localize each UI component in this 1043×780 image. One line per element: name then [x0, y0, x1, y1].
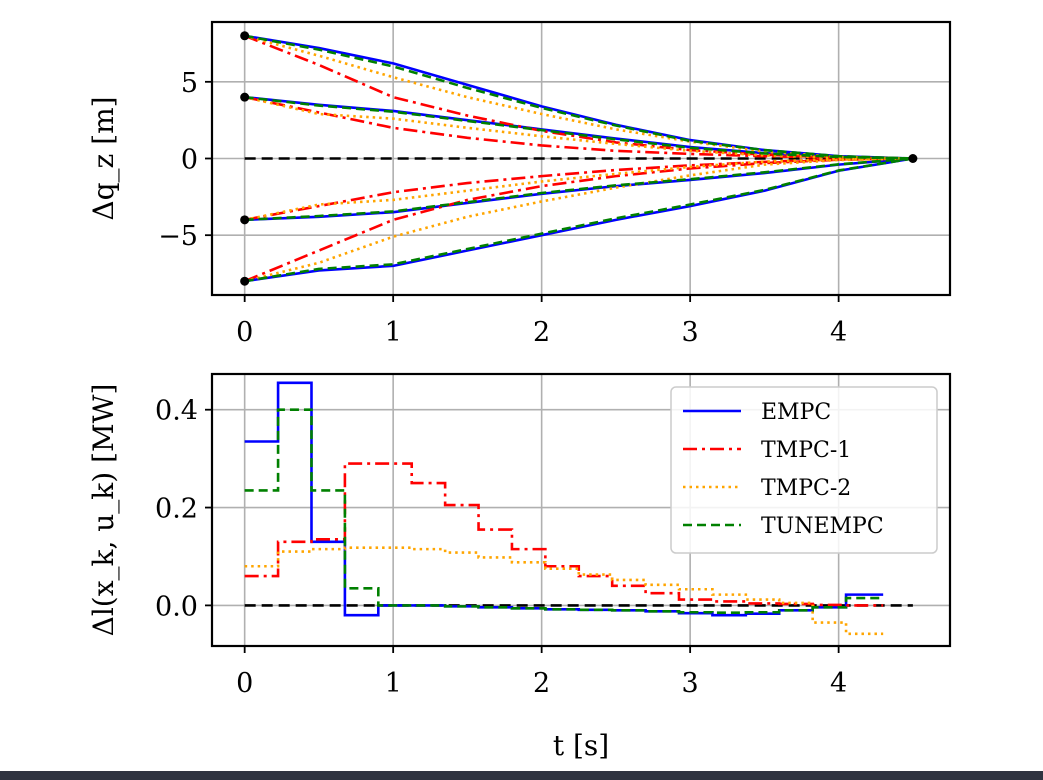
y-tick-label: 0.0 — [155, 591, 198, 622]
x-tick-label: 4 — [830, 668, 847, 699]
y-tick-label: 0 — [181, 145, 198, 176]
series-tmpc-2-trajectory — [244, 157, 913, 283]
y-tick-label: 0.4 — [155, 396, 198, 427]
legend-entry-empc: EMPC — [761, 400, 831, 425]
x-tick-label: 0 — [236, 317, 253, 348]
y-axis-label: Δl(x_k, u_k) [MW] — [87, 384, 120, 637]
y-axis-label: Δq_z [m] — [87, 96, 120, 220]
x-tick-label: 2 — [533, 668, 550, 699]
top-trajectory-plot: 0 1 2 3 4 −5 0 5 Δq_z [m] — [87, 20, 952, 348]
legend-box — [670, 386, 938, 554]
axes-frame — [210, 372, 952, 648]
trajectory-endpoint-marker — [240, 92, 250, 102]
bottom-cost-difference-plot: 0 1 2 3 4 0.0 0.2 0.4 Δl(x_k, u_k) [MW] t [s] EMPC… — [87, 372, 952, 762]
x-tick-label: 1 — [385, 668, 402, 699]
trajectory-endpoint-marker — [908, 154, 918, 163]
series-tunempc-trajectory — [244, 95, 913, 160]
series-tunempc-step-line — [244, 408, 884, 615]
window-bottom-bar — [0, 771, 1043, 780]
trajectory-endpoint-marker — [240, 276, 250, 286]
x-tick-label: 3 — [682, 668, 699, 699]
series-tmpc-2-trajectory — [244, 34, 913, 160]
x-tick-label: 0 — [236, 668, 253, 699]
series-empc-trajectory — [244, 95, 913, 160]
trajectory-endpoint-marker — [240, 215, 250, 225]
legend-entry-tmpc-2: TMPC-2 — [761, 476, 851, 501]
series-tunempc-trajectory — [244, 157, 914, 283]
series-empc-trajectory — [244, 157, 913, 222]
y-tick-label: 0.2 — [155, 494, 198, 525]
trajectory-endpoint-marker — [240, 31, 250, 41]
series-empc-step-line — [244, 381, 884, 617]
x-axis-label: t [s] — [553, 729, 609, 762]
x-tick-label: 1 — [385, 317, 402, 348]
x-tick-label: 4 — [830, 317, 847, 348]
legend-entry-tmpc-1: TMPC-1 — [761, 438, 851, 463]
y-tick-label: −5 — [158, 221, 198, 252]
x-tick-label: 2 — [533, 317, 550, 348]
series-tmpc-2-step-line — [244, 546, 884, 636]
legend-entry-tunempc: TUNEMPC — [761, 514, 884, 539]
x-tick-label: 3 — [682, 317, 699, 348]
legend: EMPC TMPC-1 TMPC-2 TUNEMPC — [670, 386, 938, 554]
y-tick-label: 5 — [181, 68, 198, 99]
series-tmpc-2-trajectory — [244, 157, 913, 222]
series-tunempc-trajectory — [244, 34, 913, 160]
series-tmpc-2-trajectory — [244, 95, 913, 160]
series-tmpc-1-step-line — [244, 462, 884, 607]
